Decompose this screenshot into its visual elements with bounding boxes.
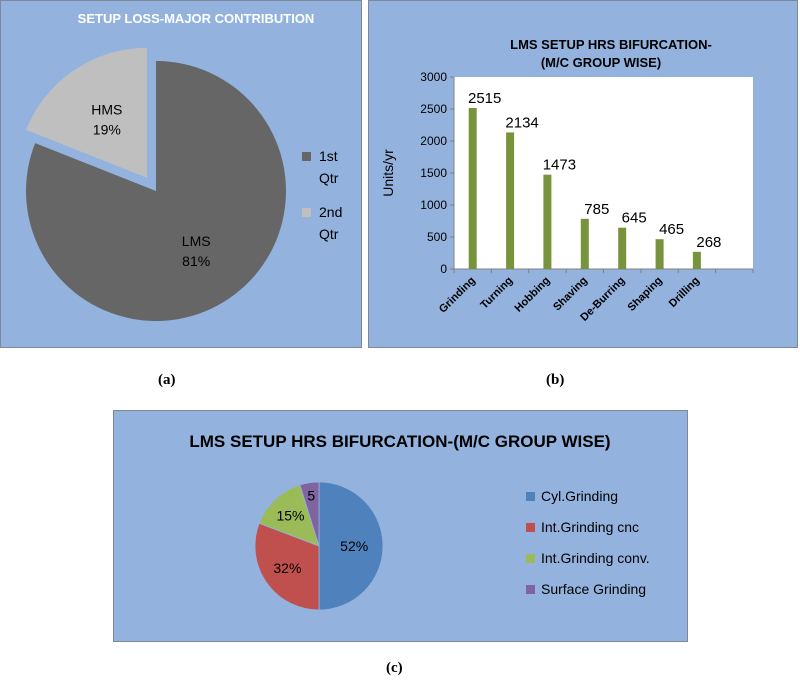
chart-b-y-axis-label: Units/yr bbox=[380, 149, 396, 197]
pie-c-percent-1: 52% bbox=[340, 538, 368, 554]
legend-c-swatch-1 bbox=[526, 492, 535, 501]
pie-c-percent-2: 32% bbox=[273, 560, 301, 576]
chart-b-title-line-2: (M/C GROUP WISE) bbox=[541, 55, 661, 70]
chart-a-title: SETUP LOSS-MAJOR CONTRIBUTION bbox=[78, 11, 315, 26]
pie-a-label-hms: HMS bbox=[91, 102, 122, 118]
pie-a-label-lms: LMS bbox=[182, 233, 211, 249]
bar-drilling bbox=[692, 251, 701, 269]
pie-a-percent-lms: 81% bbox=[182, 253, 210, 269]
legend-c-label-3: Int.Grinding conv. bbox=[541, 550, 650, 566]
chart-b-y-tick-label: 1500 bbox=[420, 166, 447, 180]
pie-c-percent-4: 5 bbox=[307, 487, 315, 503]
chart-b-plot-area bbox=[454, 77, 753, 269]
pie-c-slice-3 bbox=[258, 484, 320, 547]
x-tick-label-hobbing: Hobbing bbox=[512, 275, 552, 315]
pie-c-slice-4 bbox=[299, 481, 320, 547]
x-tick-label-shaving: Shaving bbox=[551, 275, 590, 314]
chart-c-title: LMS SETUP HRS BIFURCATION-(M/C GROUP WIS… bbox=[189, 432, 610, 451]
legend-c-swatch-3 bbox=[526, 554, 535, 563]
chart-b-y-tick-label: 3000 bbox=[420, 70, 447, 84]
bar-hobbing bbox=[543, 174, 552, 269]
legend-c-label-1: Cyl.Grinding bbox=[541, 488, 618, 504]
bar-data-label-shaping: 465 bbox=[659, 221, 684, 238]
pie-c-slice-1 bbox=[318, 481, 384, 611]
bar-shaving bbox=[580, 218, 589, 269]
chart-b-y-tick-label: 1000 bbox=[420, 198, 447, 212]
chart-b-title-line-1: LMS SETUP HRS BIFURCATION- bbox=[510, 37, 712, 52]
pie-a-percent-hms: 19% bbox=[93, 122, 121, 138]
pie-a-slice-lms bbox=[25, 61, 286, 321]
chart-b-svg: LMS SETUP HRS BIFURCATION- (M/C GROUP WI… bbox=[380, 37, 754, 324]
bar-data-label-turning: 2134 bbox=[505, 114, 538, 131]
chart-a-panel: SETUP LOSS-MAJOR CONTRIBUTION LMS 81% HMS 1… bbox=[0, 0, 362, 348]
chart-b-y-tick-label: 500 bbox=[427, 230, 447, 244]
legend-c-label-4: Surface Grinding bbox=[541, 581, 646, 597]
chart-b-y-tick-label: 0 bbox=[440, 262, 447, 276]
pie-a-slice-hms bbox=[26, 47, 148, 178]
pie-c-percent-3: 15% bbox=[276, 508, 304, 524]
bar-de-burring bbox=[618, 227, 627, 269]
legend-c-label-2: Int.Grinding cnc bbox=[541, 519, 639, 535]
chart-b-panel: LMS SETUP HRS BIFURCATION- (M/C GROUP WI… bbox=[368, 0, 798, 348]
x-tick-label-grinding: Grinding bbox=[437, 275, 478, 316]
pie-c-slice-2 bbox=[254, 522, 320, 611]
bar-data-label-de-burring: 645 bbox=[622, 210, 647, 227]
chart-a-svg: SETUP LOSS-MAJOR CONTRIBUTION LMS 81% HMS 1… bbox=[25, 11, 342, 321]
chart-b-y-tick-label: 2000 bbox=[420, 134, 447, 148]
legend-c-swatch-4 bbox=[526, 585, 535, 594]
chart-b-y-tick-label: 2500 bbox=[420, 102, 447, 116]
bar-shaping bbox=[655, 239, 664, 269]
caption-a: (a) bbox=[158, 372, 176, 388]
chart-c-panel: LMS SETUP HRS BIFURCATION-(M/C GROUP WIS… bbox=[113, 410, 688, 642]
bar-data-label-drilling: 268 bbox=[696, 234, 721, 251]
legend-a-swatch-1 bbox=[302, 152, 311, 161]
bar-data-label-grinding: 2515 bbox=[468, 90, 501, 107]
bar-turning bbox=[506, 132, 515, 269]
bar-data-label-shaving: 785 bbox=[584, 201, 609, 218]
legend-c-swatch-2 bbox=[526, 523, 535, 532]
legend-a-label-1-line-2: Qtr bbox=[319, 170, 339, 186]
caption-b: (b) bbox=[546, 372, 565, 388]
x-tick-label-shaping: Shaping bbox=[626, 275, 665, 314]
legend-a-swatch-2 bbox=[302, 208, 311, 217]
x-tick-label-turning: Turning bbox=[478, 275, 515, 312]
x-tick-label-drilling: Drilling bbox=[667, 275, 702, 310]
bar-grinding bbox=[468, 108, 477, 269]
legend-a-label-1-line-1: 1st bbox=[319, 148, 338, 164]
legend-a-label-2-line-1: 2nd bbox=[319, 204, 342, 220]
caption-c: (c) bbox=[386, 660, 403, 676]
legend-a-label-2-line-2: Qtr bbox=[319, 226, 339, 242]
chart-c-svg: LMS SETUP HRS BIFURCATION-(M/C GROUP WIS… bbox=[189, 432, 650, 611]
bar-data-label-hobbing: 1473 bbox=[543, 157, 576, 174]
